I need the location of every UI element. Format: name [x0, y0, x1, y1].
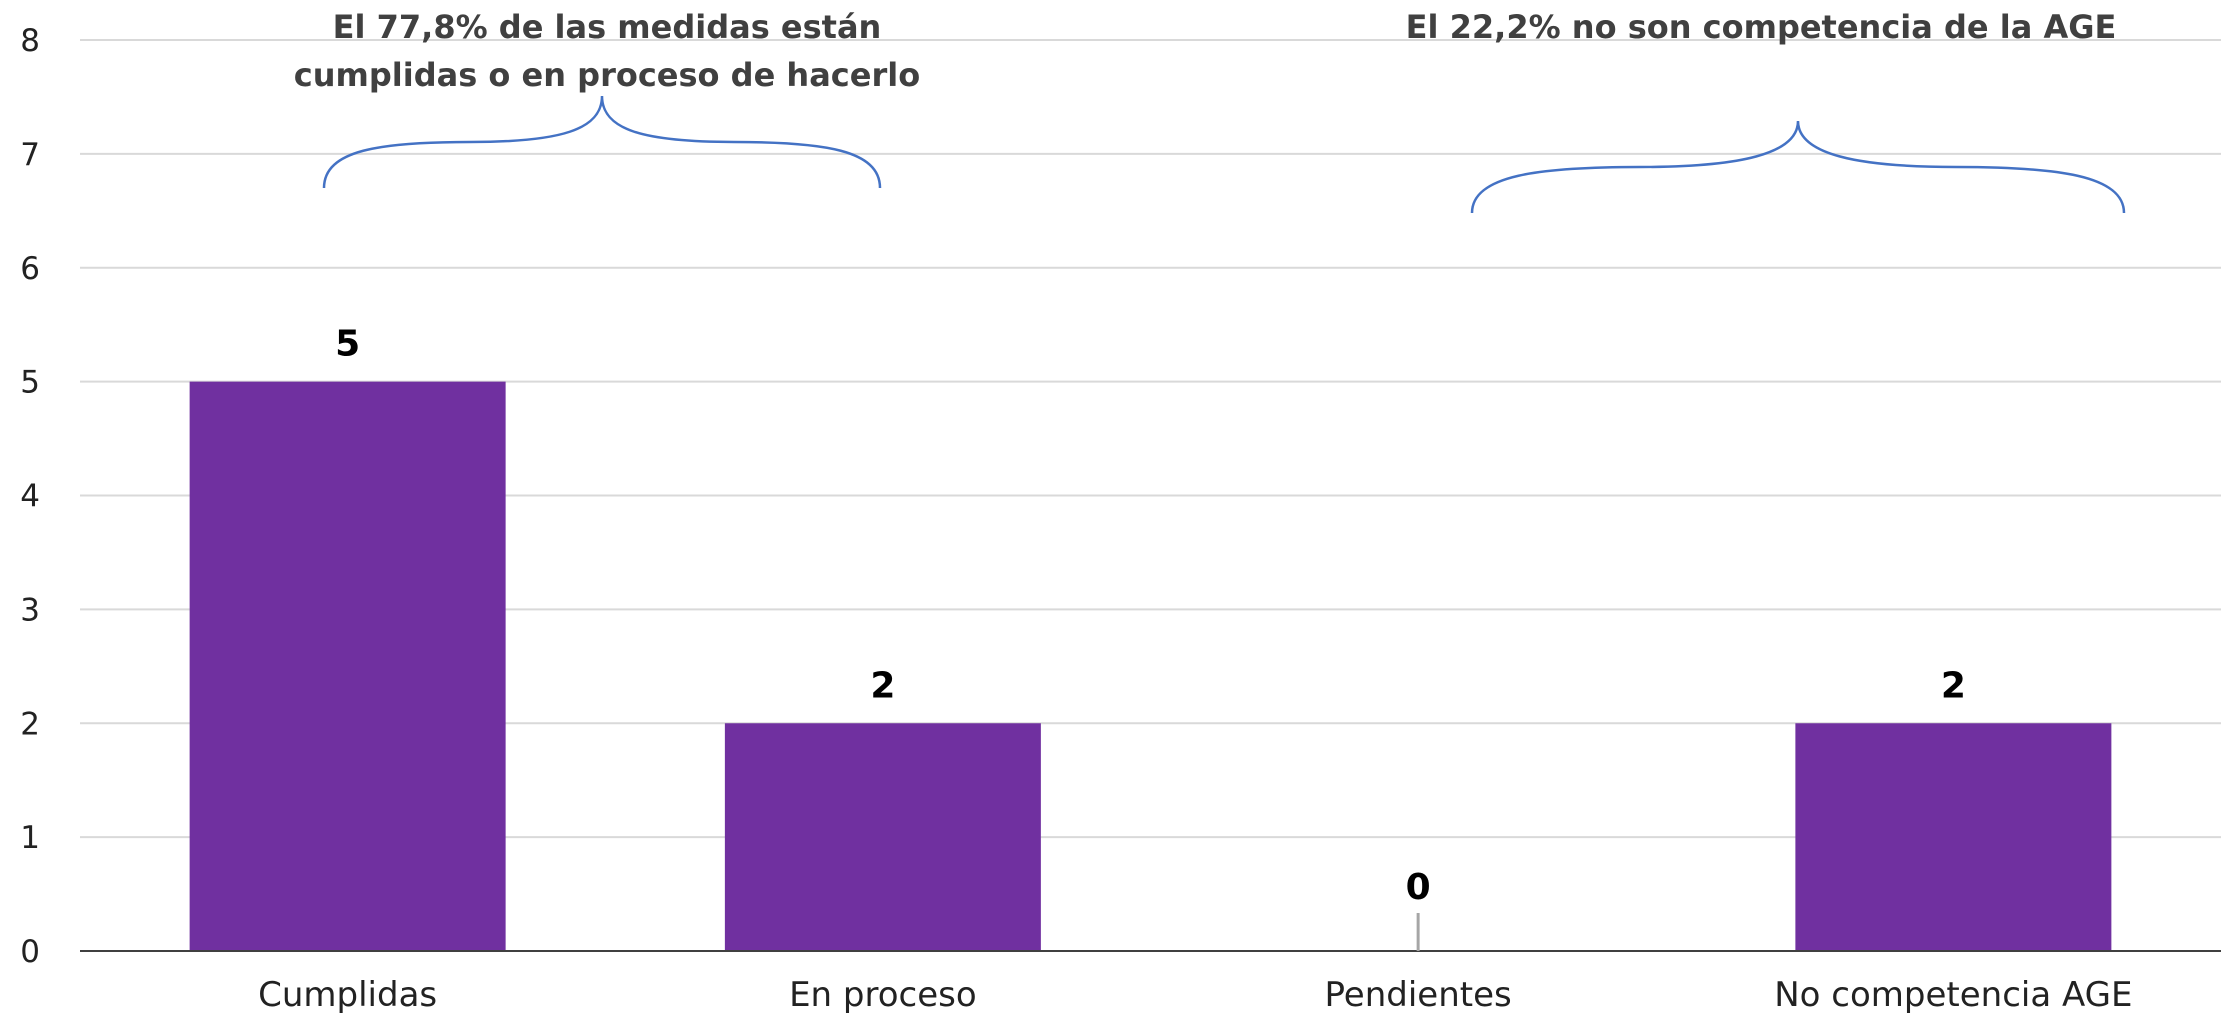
bar	[1795, 723, 2112, 951]
annotation-left-brace	[322, 95, 882, 189]
y-tick-label: 0	[20, 934, 40, 970]
x-category-label: No competencia AGE	[1774, 975, 2132, 1014]
annotation-right-brace	[1470, 120, 2126, 214]
bars	[189, 381, 2112, 951]
y-tick-label: 4	[20, 479, 40, 515]
data-label: 5	[335, 324, 360, 365]
data-label: 0	[1406, 867, 1431, 908]
y-axis-ticks: 0 1 2 3 4 5 6 7 8	[20, 23, 40, 970]
x-axis-categories: Cumplidas En proceso Pendientes No competen…	[258, 975, 2132, 1014]
x-category-label: Pendientes	[1325, 975, 1512, 1014]
data-label: 2	[870, 665, 895, 706]
y-tick-label: 1	[20, 820, 40, 856]
y-tick-label: 3	[20, 592, 40, 628]
bar	[189, 381, 506, 951]
data-labels: 5 2 0 2	[335, 324, 1966, 951]
annotation-left-line-2: cumplidas o en proceso de hacerlo	[294, 56, 920, 94]
annotation-right-line-1: El 22,2% no son competencia de la AGE	[1406, 8, 2117, 46]
annotation-left: El 77,8% de las medidas están cumplidas …	[294, 8, 920, 189]
bar	[724, 723, 1041, 951]
annotation-right: El 22,2% no son competencia de la AGE	[1406, 8, 2126, 214]
x-category-label: En proceso	[789, 975, 977, 1014]
x-category-label: Cumplidas	[258, 975, 437, 1014]
annotation-left-line-1: El 77,8% de las medidas están	[333, 8, 882, 46]
y-tick-label: 5	[20, 365, 40, 401]
y-tick-label: 7	[20, 137, 40, 173]
y-tick-label: 8	[20, 23, 40, 59]
y-tick-label: 6	[20, 251, 40, 287]
data-label: 2	[1941, 665, 1966, 706]
y-tick-label: 2	[20, 706, 40, 742]
